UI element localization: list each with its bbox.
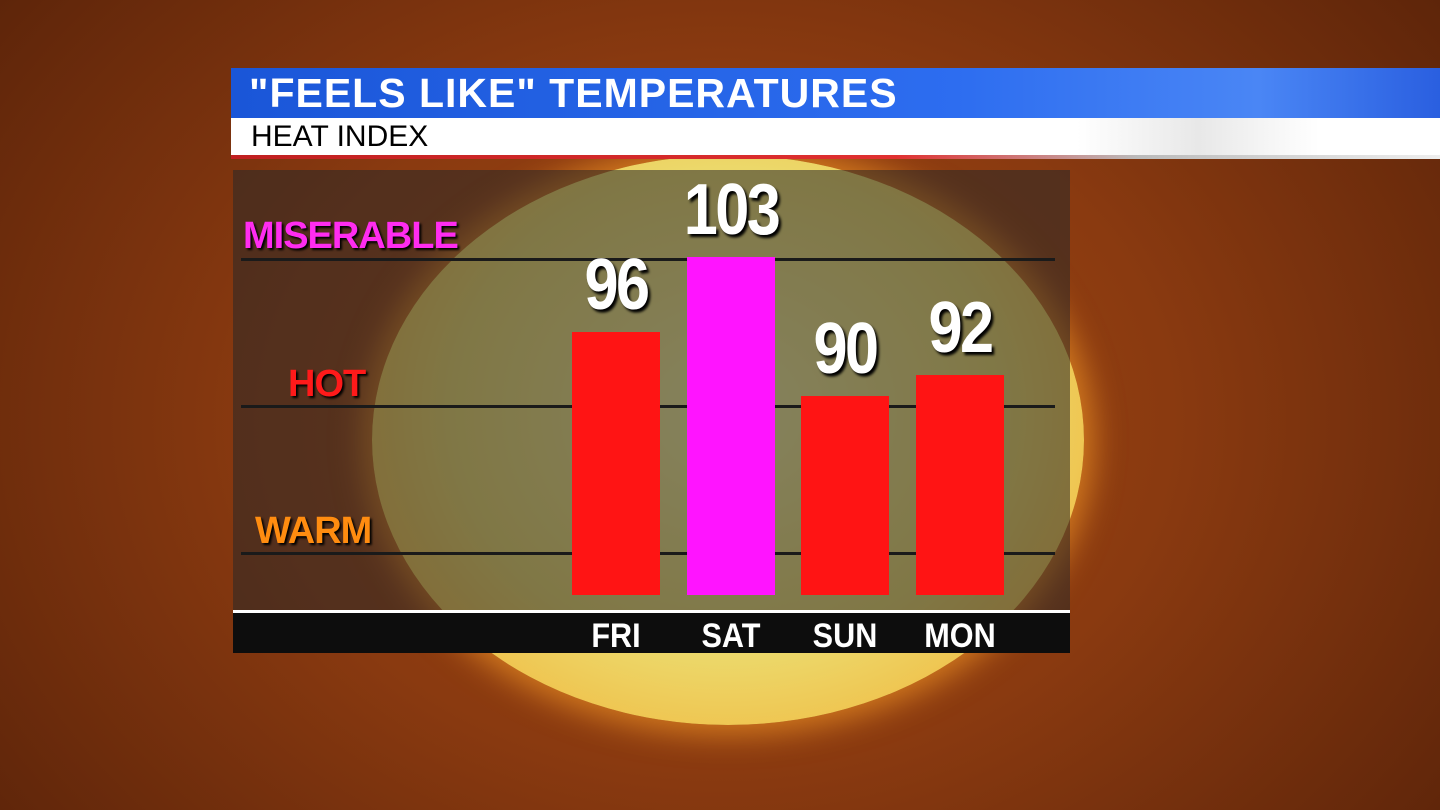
divider xyxy=(231,155,1440,159)
bar-mon xyxy=(915,374,1004,595)
chart-title: "FEELS LIKE" TEMPERATURES xyxy=(249,70,898,116)
bar-fri xyxy=(572,331,660,595)
gridline-miserable xyxy=(241,258,1055,261)
bar-sat xyxy=(686,256,775,595)
x-axis: FRI SAT SUN MON xyxy=(233,610,1070,655)
title-bar: "FEELS LIKE" TEMPERATURES xyxy=(231,68,1440,118)
x-tick-label-sun: SUN xyxy=(812,617,878,655)
value-label-mon: 92 xyxy=(928,287,994,368)
chart-subtitle: HEAT INDEX xyxy=(251,120,429,153)
subtitle-bar: HEAT INDEX xyxy=(231,118,1440,155)
value-label-sat: 103 xyxy=(683,169,780,250)
value-label-sun: 90 xyxy=(813,309,880,389)
value-label-fri: 96 xyxy=(584,244,651,325)
x-tick-label-mon: MON xyxy=(923,617,996,655)
bar-sun xyxy=(801,396,889,595)
zone-label-warm: WARM xyxy=(255,510,372,552)
zone-label-hot: HOT xyxy=(288,363,366,405)
x-tick-label-sat: SAT xyxy=(701,617,760,655)
x-tick-label-fri: FRI xyxy=(591,617,641,655)
chart-panel: MISERABLE HOT WARM 96 103 90 92 xyxy=(233,170,1070,612)
zone-label-miserable: MISERABLE xyxy=(243,215,459,257)
